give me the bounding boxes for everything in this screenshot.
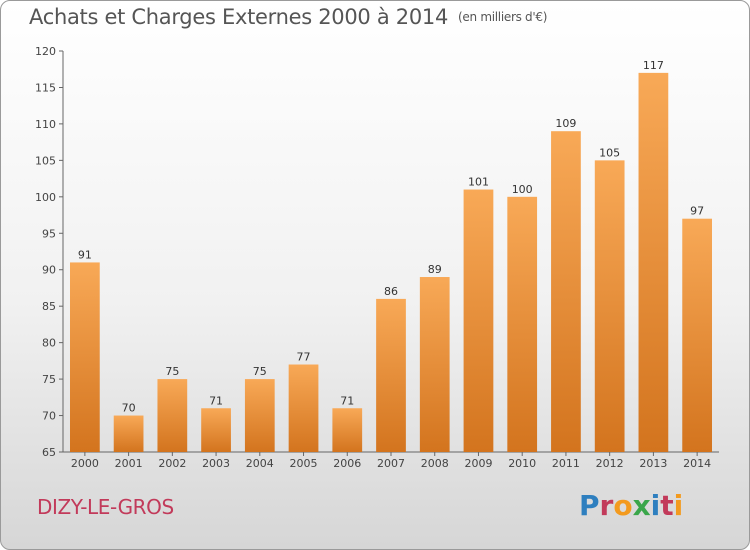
- value-label: 117: [643, 59, 664, 72]
- x-tick-label: 2007: [377, 457, 405, 470]
- logo-letter: P: [579, 489, 600, 522]
- y-tick-label: 75: [42, 373, 56, 386]
- x-tick-label: 2012: [596, 457, 624, 470]
- value-label: 75: [165, 365, 179, 378]
- x-tick-label: 2010: [508, 457, 536, 470]
- proxiti-logo[interactable]: Proxiti: [579, 489, 683, 522]
- bar: [682, 218, 713, 452]
- y-tick-label: 65: [42, 446, 56, 459]
- y-tick-label: 95: [42, 227, 56, 240]
- chart-title-text: Achats et Charges Externes 2000 à 2014: [29, 5, 449, 29]
- x-tick-label: 2003: [202, 457, 230, 470]
- bar: [463, 189, 494, 452]
- commune-name: DIZY-LE-GROS: [37, 495, 174, 519]
- bar: [157, 379, 188, 452]
- y-tick-label: 120: [35, 45, 56, 58]
- x-tick-label: 2008: [421, 457, 449, 470]
- value-label: 97: [690, 205, 704, 218]
- x-tick-label: 2005: [290, 457, 318, 470]
- value-label: 101: [468, 176, 489, 189]
- y-tick-label: 105: [35, 154, 56, 167]
- logo-letter: i: [673, 489, 684, 522]
- logo-letter: x: [632, 489, 651, 522]
- bar: [638, 72, 669, 452]
- logo-letter: i: [650, 489, 661, 522]
- value-label: 70: [122, 402, 136, 415]
- x-tick-label: 2006: [333, 457, 361, 470]
- value-label: 100: [512, 183, 533, 196]
- x-tick-label: 2009: [464, 457, 492, 470]
- bar: [594, 160, 625, 452]
- value-label: 91: [78, 248, 92, 261]
- value-label: 77: [297, 351, 311, 364]
- value-label: 71: [340, 394, 354, 407]
- x-tick-label: 2013: [639, 457, 667, 470]
- y-tick-label: 80: [42, 337, 56, 350]
- y-tick-label: 85: [42, 300, 56, 313]
- bar: [201, 408, 231, 452]
- x-tick-label: 2011: [552, 457, 580, 470]
- logo-letter: o: [613, 489, 633, 522]
- bar: [376, 298, 406, 452]
- bar: [69, 262, 100, 452]
- logo-letter: r: [599, 489, 614, 522]
- y-tick-label: 100: [35, 191, 56, 204]
- bar: [244, 379, 275, 452]
- value-label: 75: [253, 365, 267, 378]
- bar: [551, 131, 581, 452]
- chart-unit: (en milliers d'€): [458, 10, 548, 24]
- x-tick-label: 2004: [246, 457, 274, 470]
- value-label: 89: [428, 263, 442, 276]
- y-tick-label: 110: [35, 118, 56, 131]
- value-label: 86: [384, 285, 398, 298]
- logo-letter: t: [660, 489, 674, 522]
- bar: [113, 415, 144, 452]
- y-tick-label: 90: [42, 264, 56, 277]
- value-label: 71: [209, 394, 223, 407]
- chart-title: Achats et Charges Externes 2000 à 2014 (e…: [29, 5, 547, 29]
- x-tick-label: 2000: [71, 457, 99, 470]
- y-tick-label: 70: [42, 410, 56, 423]
- bar: [288, 364, 319, 452]
- x-tick-label: 2014: [683, 457, 711, 470]
- x-tick-label: 2002: [158, 457, 186, 470]
- y-tick-label: 115: [35, 81, 56, 94]
- bar: [419, 277, 450, 452]
- value-label: 109: [555, 117, 576, 130]
- x-tick-label: 2001: [115, 457, 143, 470]
- bar: [507, 196, 538, 452]
- value-label: 105: [599, 146, 620, 159]
- bar: [332, 408, 363, 452]
